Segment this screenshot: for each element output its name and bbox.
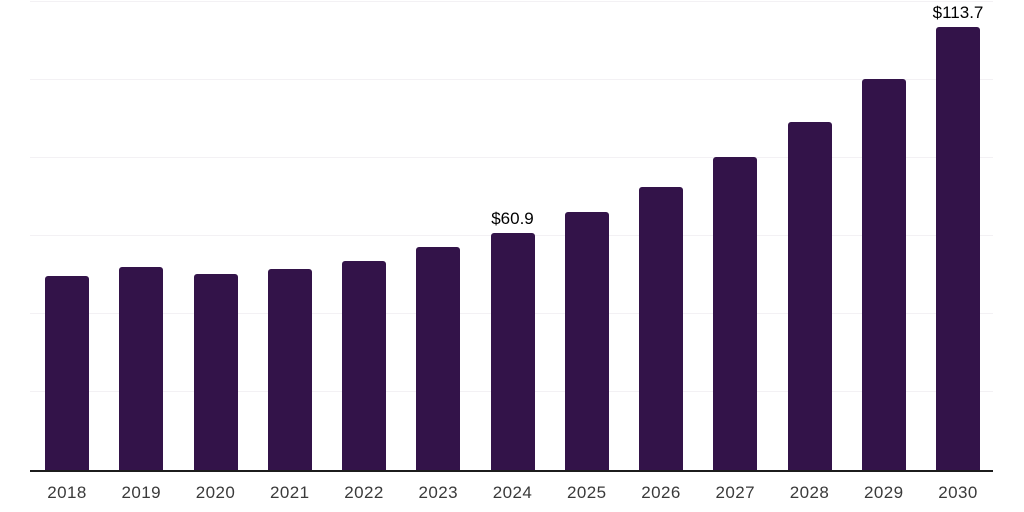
x-tick-label-2030: 2030 [938,483,978,502]
x-tick-label-2021: 2021 [270,483,310,502]
gridline-100 [30,79,993,80]
bar-2026 [639,186,683,470]
x-axis-labels: 2018 2019 2020 2021 2022 2023 2024 2025 2026 2027… [30,483,993,503]
bar-column-2022 [342,2,386,470]
bar-column-2026 [639,2,683,470]
bar-2029 [861,79,906,470]
bar-2028 [787,121,832,470]
x-tick-label-2029: 2029 [864,483,904,502]
x-tick-label-2019: 2019 [121,483,161,502]
bars-container: $60.9 $113.7 [30,2,993,470]
bar-column-2023 [416,2,461,470]
bar-2023 [416,246,461,470]
bar-2027 [713,157,758,470]
x-tick-label-2026: 2026 [641,483,681,502]
bar-column-2028 [787,2,832,470]
bar-column-2030: $113.7 [933,2,983,470]
plot-area: $60.9 $113.7 [30,1,993,472]
bar-2025 [564,211,609,470]
gridline-80 [30,157,993,159]
bar-value-label-2030: $113.7 [932,2,984,22]
bar-value-label-2024: $60.9 [491,208,534,228]
bar-column-2029 [861,2,906,470]
x-tick-label-2025: 2025 [567,483,607,502]
gridline-120 [30,1,993,2]
x-tick-label-2023: 2023 [418,483,458,502]
bar-2020 [193,274,238,470]
bar-column-2019 [119,2,164,470]
x-tick-label-2024: 2024 [492,483,533,502]
x-tick-label-2018: 2018 [47,483,87,502]
bar-column-2018 [45,2,89,470]
bar-2030 [936,26,980,470]
x-tick-label-2028: 2028 [789,483,830,502]
bar-column-2024: $60.9 [490,2,535,470]
bar-2019 [119,266,164,470]
x-tick-label-2027: 2027 [715,483,755,502]
bar-2018 [45,275,89,470]
bar-2024 [490,232,535,470]
x-tick-label-2022: 2022 [344,483,384,502]
x-tick-label-2020: 2020 [195,483,236,502]
bar-column-2027 [713,2,758,470]
bar-column-2025 [564,2,609,470]
bar-2021 [267,269,312,470]
bar-column-2020 [193,2,238,470]
bar-2022 [342,260,386,470]
bar-column-2021 [267,2,312,470]
